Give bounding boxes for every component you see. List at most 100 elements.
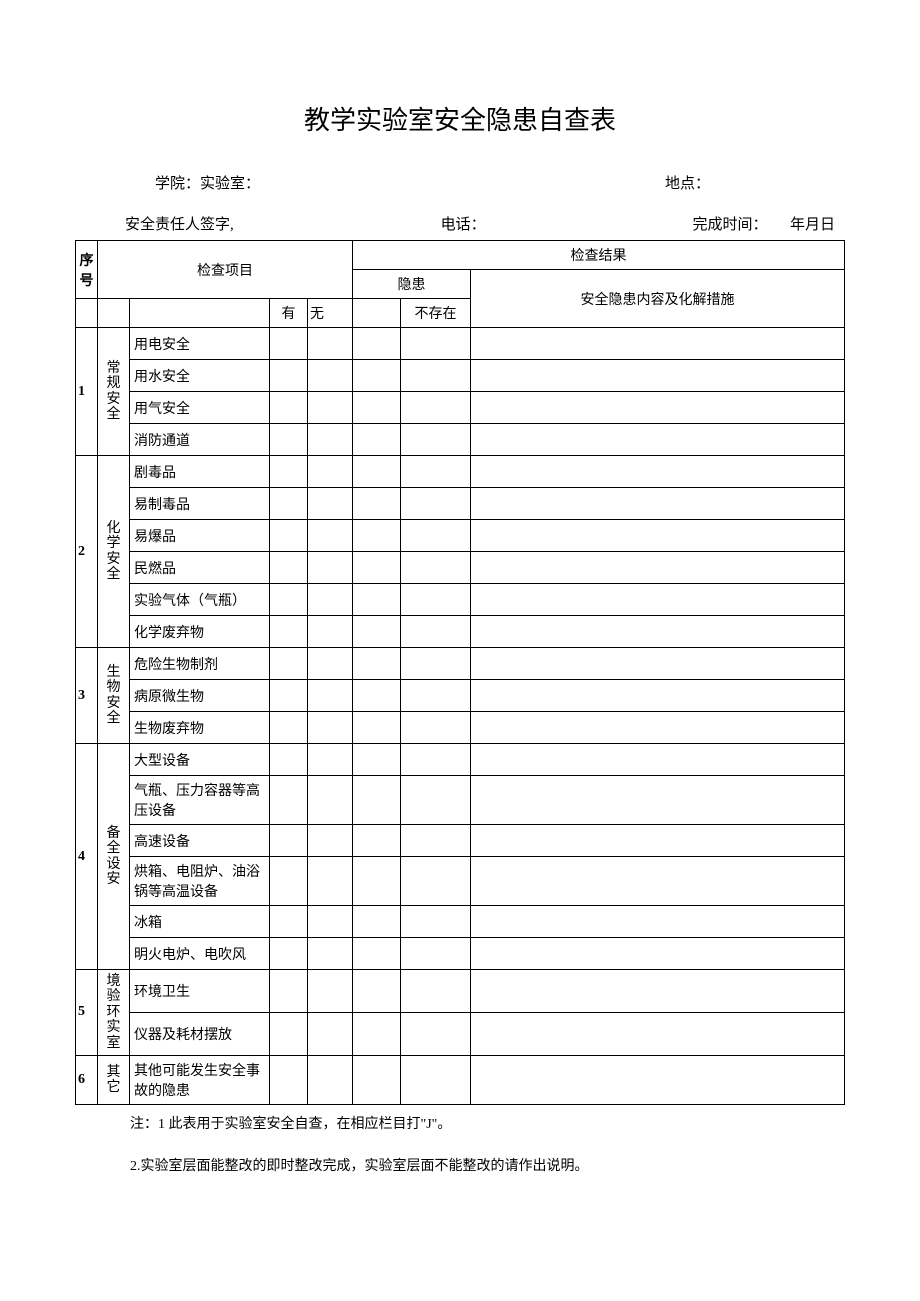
you-cell[interactable] [270,360,308,392]
measure-cell[interactable] [471,857,845,906]
you-cell[interactable] [270,1055,308,1104]
exist-cell[interactable] [401,648,471,680]
haz-cell[interactable] [353,970,401,1013]
wu-cell[interactable] [308,360,353,392]
wu-cell[interactable] [308,938,353,970]
wu-cell[interactable] [308,648,353,680]
measure-cell[interactable] [471,1012,845,1055]
exist-cell[interactable] [401,520,471,552]
haz-cell[interactable] [353,744,401,776]
exist-cell[interactable] [401,906,471,938]
measure-cell[interactable] [471,938,845,970]
you-cell[interactable] [270,712,308,744]
haz-cell[interactable] [353,648,401,680]
wu-cell[interactable] [308,488,353,520]
haz-cell[interactable] [353,392,401,424]
exist-cell[interactable] [401,392,471,424]
haz-cell[interactable] [353,584,401,616]
you-cell[interactable] [270,584,308,616]
wu-cell[interactable] [308,906,353,938]
measure-cell[interactable] [471,328,845,360]
measure-cell[interactable] [471,906,845,938]
you-cell[interactable] [270,970,308,1013]
exist-cell[interactable] [401,552,471,584]
exist-cell[interactable] [401,1012,471,1055]
exist-cell[interactable] [401,456,471,488]
exist-cell[interactable] [401,825,471,857]
exist-cell[interactable] [401,970,471,1013]
haz-cell[interactable] [353,825,401,857]
measure-cell[interactable] [471,648,845,680]
haz-cell[interactable] [353,776,401,825]
exist-cell[interactable] [401,776,471,825]
measure-cell[interactable] [471,776,845,825]
wu-cell[interactable] [308,1012,353,1055]
you-cell[interactable] [270,857,308,906]
you-cell[interactable] [270,1012,308,1055]
haz-cell[interactable] [353,680,401,712]
haz-cell[interactable] [353,906,401,938]
measure-cell[interactable] [471,744,845,776]
wu-cell[interactable] [308,825,353,857]
haz-cell[interactable] [353,1055,401,1104]
exist-cell[interactable] [401,424,471,456]
exist-cell[interactable] [401,938,471,970]
measure-cell[interactable] [471,392,845,424]
exist-cell[interactable] [401,857,471,906]
haz-cell[interactable] [353,424,401,456]
you-cell[interactable] [270,424,308,456]
exist-cell[interactable] [401,712,471,744]
you-cell[interactable] [270,776,308,825]
you-cell[interactable] [270,392,308,424]
wu-cell[interactable] [308,328,353,360]
wu-cell[interactable] [308,776,353,825]
measure-cell[interactable] [471,1055,845,1104]
wu-cell[interactable] [308,392,353,424]
you-cell[interactable] [270,488,308,520]
wu-cell[interactable] [308,552,353,584]
haz-cell[interactable] [353,488,401,520]
you-cell[interactable] [270,648,308,680]
you-cell[interactable] [270,552,308,584]
you-cell[interactable] [270,680,308,712]
measure-cell[interactable] [471,616,845,648]
measure-cell[interactable] [471,360,845,392]
wu-cell[interactable] [308,857,353,906]
wu-cell[interactable] [308,744,353,776]
you-cell[interactable] [270,456,308,488]
you-cell[interactable] [270,520,308,552]
measure-cell[interactable] [471,680,845,712]
measure-cell[interactable] [471,584,845,616]
wu-cell[interactable] [308,1055,353,1104]
measure-cell[interactable] [471,456,845,488]
exist-cell[interactable] [401,488,471,520]
you-cell[interactable] [270,906,308,938]
exist-cell[interactable] [401,680,471,712]
measure-cell[interactable] [471,970,845,1013]
measure-cell[interactable] [471,825,845,857]
haz-cell[interactable] [353,938,401,970]
exist-cell[interactable] [401,360,471,392]
haz-cell[interactable] [353,520,401,552]
you-cell[interactable] [270,744,308,776]
haz-cell[interactable] [353,616,401,648]
exist-cell[interactable] [401,616,471,648]
you-cell[interactable] [270,938,308,970]
measure-cell[interactable] [471,520,845,552]
wu-cell[interactable] [308,712,353,744]
you-cell[interactable] [270,616,308,648]
wu-cell[interactable] [308,970,353,1013]
you-cell[interactable] [270,825,308,857]
haz-cell[interactable] [353,552,401,584]
measure-cell[interactable] [471,424,845,456]
haz-cell[interactable] [353,456,401,488]
wu-cell[interactable] [308,520,353,552]
wu-cell[interactable] [308,584,353,616]
haz-cell[interactable] [353,1012,401,1055]
wu-cell[interactable] [308,456,353,488]
wu-cell[interactable] [308,424,353,456]
exist-cell[interactable] [401,584,471,616]
haz-cell[interactable] [353,857,401,906]
wu-cell[interactable] [308,680,353,712]
measure-cell[interactable] [471,488,845,520]
